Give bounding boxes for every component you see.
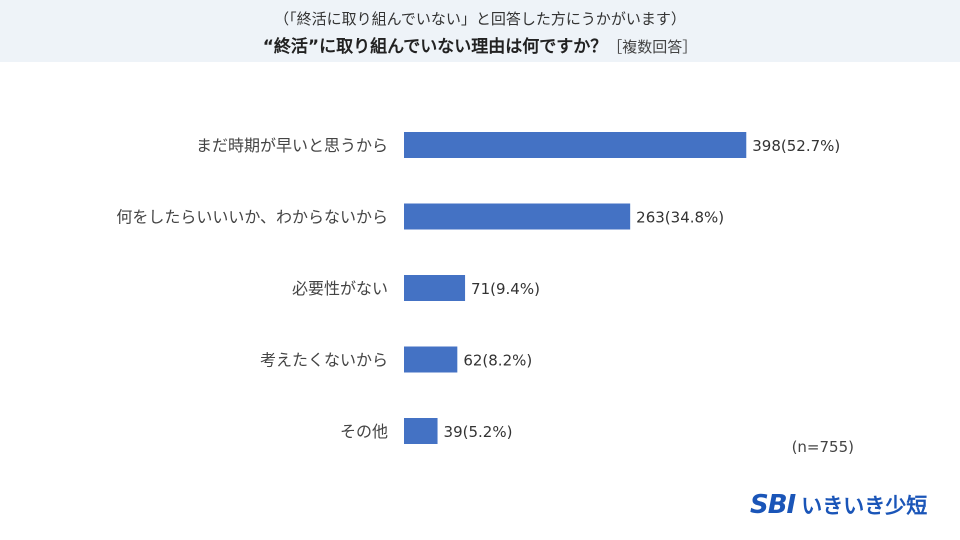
category-label: その他 [340,422,388,441]
bar-chart: まだ時期が早いと思うから 398(52.7%) 何をしたらいいいか、わからないから 2… [116,126,840,450]
category-label: 考えたくないから [260,351,388,370]
bar [404,346,458,373]
bar [404,132,747,158]
bar [404,418,438,444]
company-logo: SBI いきいき少短 [750,488,927,522]
chart-title-note: ［複数回答］ [607,38,698,56]
data-label: 62(8.2%) [463,352,532,370]
sample-size-label: (n=755) [791,438,854,456]
category-label: 必要性がない [292,279,388,298]
chart-subtitle: （「終活に取り組んでいない」と回答した方にうかがいます） [274,10,686,28]
chart-header: （「終活に取り組んでいない」と回答した方にうかがいます） “終活”に取り組んでい… [0,0,960,62]
logo-mark: SBI [750,490,796,520]
data-label: 398(52.7%) [752,137,840,155]
bar [404,275,466,301]
category-label: まだ時期が早いと思うから [196,136,388,155]
category-label: 何をしたらいいいか、わからないから [116,208,388,227]
data-label: 263(34.8%) [636,209,724,227]
logo-text: いきいき少短 [801,494,928,518]
chart-title-text: “終活”に取り組んでいない理由は何ですか？ [262,37,608,57]
bar [404,203,631,230]
chart-title: “終活”に取り組んでいない理由は何ですか？［複数回答］ [0,32,960,57]
data-label: 71(9.4%) [471,280,540,298]
data-label: 39(5.2%) [444,423,513,441]
